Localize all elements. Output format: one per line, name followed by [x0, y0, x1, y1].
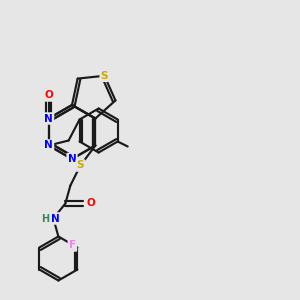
Text: N: N	[44, 113, 53, 124]
Text: S: S	[101, 71, 108, 81]
Text: N: N	[68, 154, 76, 164]
Text: S: S	[76, 160, 84, 170]
Text: N: N	[44, 140, 53, 151]
Text: H: H	[41, 214, 50, 224]
Text: F: F	[69, 241, 76, 250]
Text: O: O	[44, 91, 53, 100]
Text: N: N	[51, 214, 60, 224]
Text: O: O	[86, 199, 95, 208]
